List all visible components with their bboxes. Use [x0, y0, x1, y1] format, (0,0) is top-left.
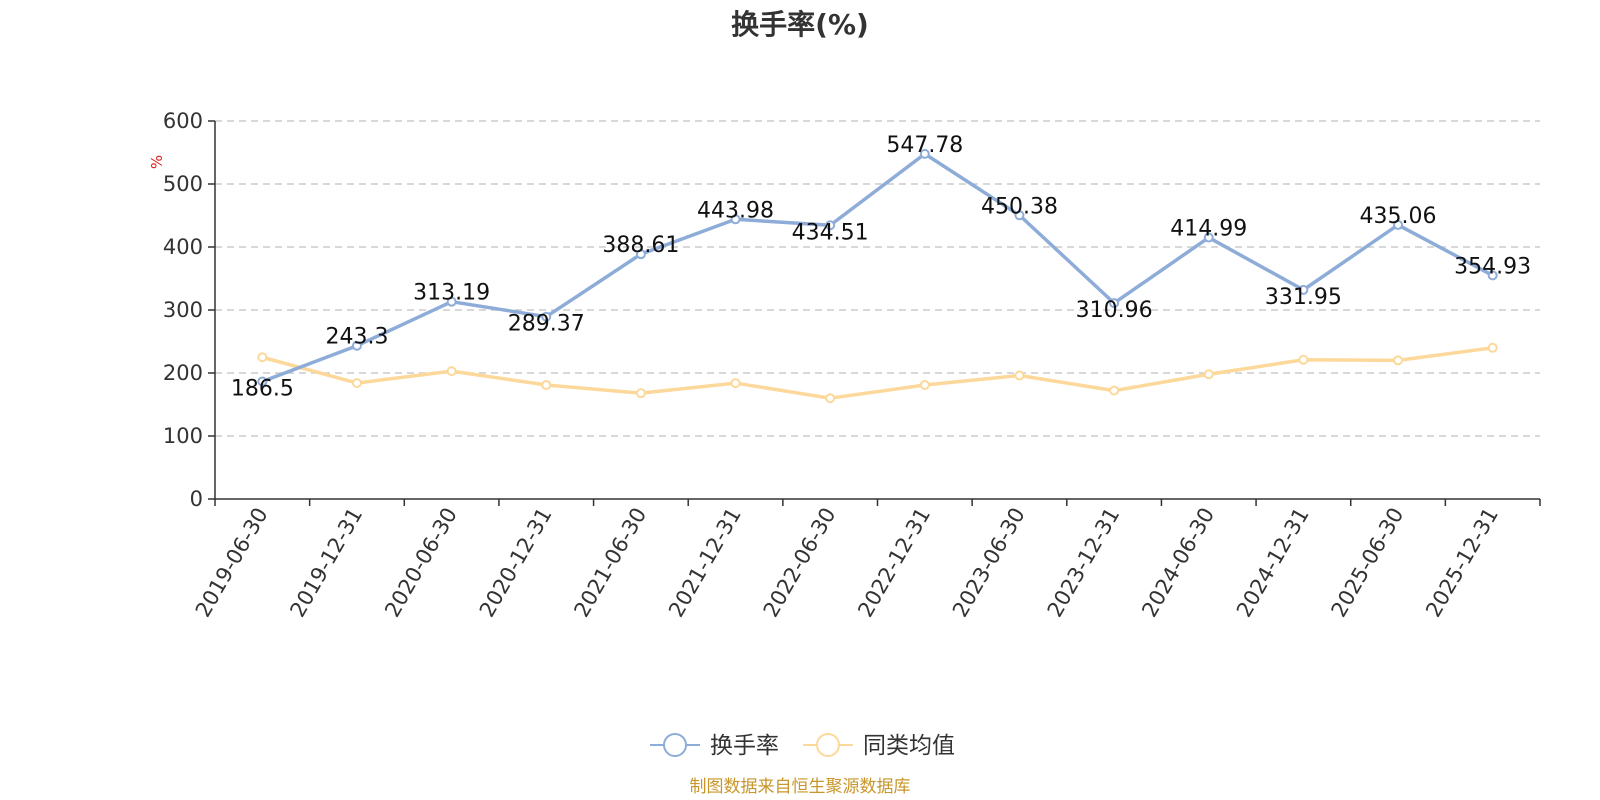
x-tick-label: 2021-12-31	[664, 504, 746, 622]
y-tick-label: 400	[163, 235, 203, 259]
y-tick-label: 100	[163, 424, 203, 448]
x-tick-label: 2024-06-30	[1137, 504, 1219, 622]
legend-marker	[816, 733, 840, 757]
data-point	[1109, 298, 1120, 309]
source-note: 制图数据来自恒生聚源数据库	[690, 777, 911, 797]
data-label: 434.51	[792, 220, 869, 245]
data-point	[825, 220, 836, 231]
data-label: 414.99	[1170, 217, 1247, 242]
series-line	[261, 152, 1494, 384]
gridlines	[215, 120, 1540, 437]
data-point	[541, 311, 552, 322]
data-label: 310.96	[1076, 298, 1153, 323]
data-label: 547.78	[886, 133, 963, 158]
data-point	[257, 352, 268, 363]
y-axis: 0 100 200 300 400 500 600	[163, 109, 216, 511]
data-point	[825, 393, 836, 404]
data-point	[1109, 385, 1120, 396]
data-point	[730, 378, 741, 389]
data-point	[257, 376, 268, 387]
data-label: 186.5	[231, 377, 294, 402]
data-point	[1014, 210, 1025, 221]
x-tick-label: 2020-06-30	[380, 504, 462, 622]
y-tick-label: 600	[163, 109, 203, 133]
legend-label: 换手率	[710, 733, 779, 759]
x-tick-label: 2025-06-30	[1327, 504, 1409, 622]
y-axis-unit: %	[148, 155, 166, 169]
data-label: 443.98	[697, 198, 774, 223]
data-point	[351, 340, 362, 351]
x-tick-label: 2020-12-31	[475, 504, 557, 622]
data-point	[446, 296, 457, 307]
data-label: 313.19	[413, 281, 490, 306]
series-line	[261, 346, 1493, 400]
legend: 换手率 同类均值	[650, 733, 955, 759]
data-label: 354.93	[1454, 254, 1531, 279]
data-label: 289.37	[508, 312, 585, 337]
x-tick-label: 2022-12-31	[853, 504, 935, 622]
data-point	[635, 249, 646, 260]
data-label: 388.61	[602, 233, 679, 258]
y-tick-label: 200	[163, 361, 203, 385]
data-point	[635, 388, 646, 399]
series-layer	[257, 148, 1498, 404]
y-tick-label: 300	[163, 298, 203, 322]
x-tick-label: 2022-06-30	[759, 504, 841, 622]
x-tick-label: 2021-06-30	[569, 504, 651, 622]
legend-label: 同类均值	[863, 733, 955, 759]
legend-marker	[663, 733, 687, 757]
x-tick-label: 2024-12-31	[1232, 504, 1314, 622]
data-point	[1487, 270, 1498, 281]
data-point	[1014, 370, 1025, 381]
data-point	[1487, 342, 1498, 353]
x-tick-label: 2023-12-31	[1043, 504, 1125, 622]
data-point	[1393, 355, 1404, 366]
data-point	[1298, 284, 1309, 295]
data-point	[1203, 232, 1214, 243]
y-tick-label: 0	[190, 487, 203, 511]
x-tick-label: 2019-12-31	[285, 504, 367, 622]
data-label: 243.3	[325, 325, 388, 350]
data-point	[351, 378, 362, 389]
data-label: 435.06	[1360, 204, 1437, 229]
data-point	[919, 379, 930, 390]
data-point	[919, 148, 930, 159]
x-tick-label: 2025-12-31	[1421, 504, 1503, 622]
x-tick-label: 2019-06-30	[191, 504, 273, 622]
data-point	[1203, 369, 1214, 380]
chart-title: 换手率(%)	[731, 8, 869, 41]
data-point	[446, 366, 457, 377]
data-point	[1298, 354, 1309, 365]
x-axis: 2019-06-30 2019-12-31 2020-06-30 2020-12-31…	[191, 498, 1541, 622]
x-tick-label: 2023-06-30	[948, 504, 1030, 622]
data-point	[730, 214, 741, 225]
data-point	[1393, 219, 1404, 230]
y-tick-label: 500	[163, 172, 203, 196]
data-point	[541, 379, 552, 390]
data-label: 450.38	[981, 194, 1058, 219]
data-label: 331.95	[1265, 285, 1342, 310]
data-labels: 186.5 243.3 313.19 289.37 388.61 443.98 434.51…	[231, 133, 1531, 402]
